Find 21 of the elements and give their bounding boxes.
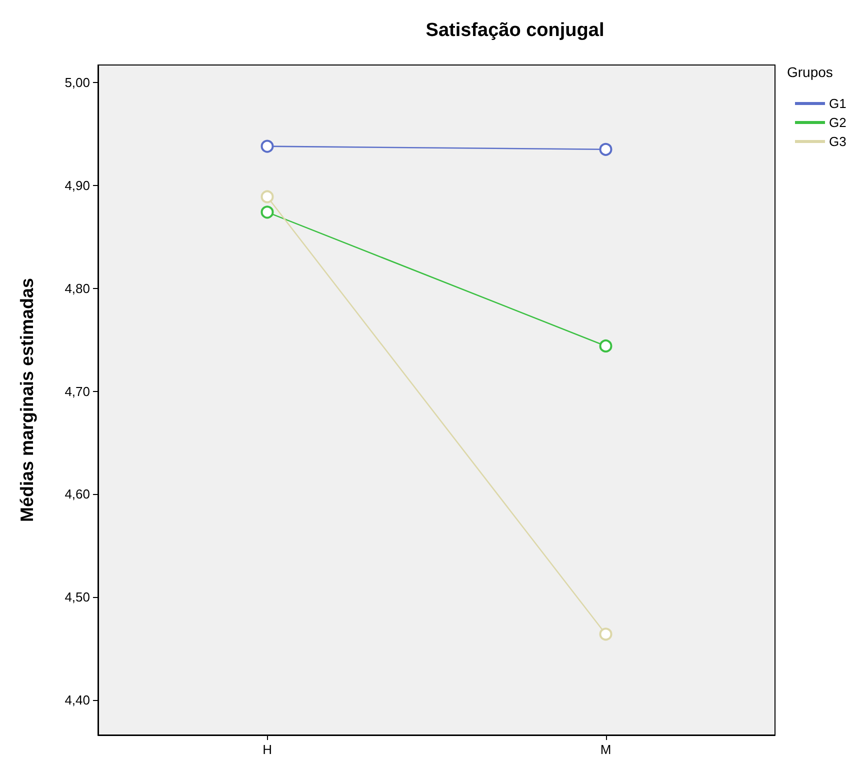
- x-tick-label: M: [600, 742, 612, 757]
- y-axis-title: Médias marginais estimadas: [17, 278, 37, 522]
- point: [599, 628, 612, 641]
- legend-label: G1: [829, 96, 846, 111]
- y-tick-label: 4,40: [64, 692, 90, 708]
- y-tick-label: 5,00: [64, 74, 90, 90]
- point: [260, 190, 274, 204]
- legend-label: G3: [829, 134, 846, 149]
- chart-title: Satisfação conjugal: [426, 20, 604, 41]
- y-tick-label: 4,90: [64, 178, 90, 193]
- point: [260, 206, 274, 219]
- y-tick-label: 4,70: [64, 384, 90, 399]
- legend-title: Grupos: [787, 64, 833, 80]
- point: [599, 142, 612, 156]
- x-tick-label: H: [262, 742, 272, 757]
- legend-label: G2: [829, 115, 846, 130]
- point: [260, 140, 274, 153]
- y-tick-label: 4,60: [64, 486, 90, 502]
- y-tick-label: 4,80: [64, 280, 90, 296]
- point: [599, 339, 612, 352]
- y-tick-label: 4,50: [64, 590, 90, 605]
